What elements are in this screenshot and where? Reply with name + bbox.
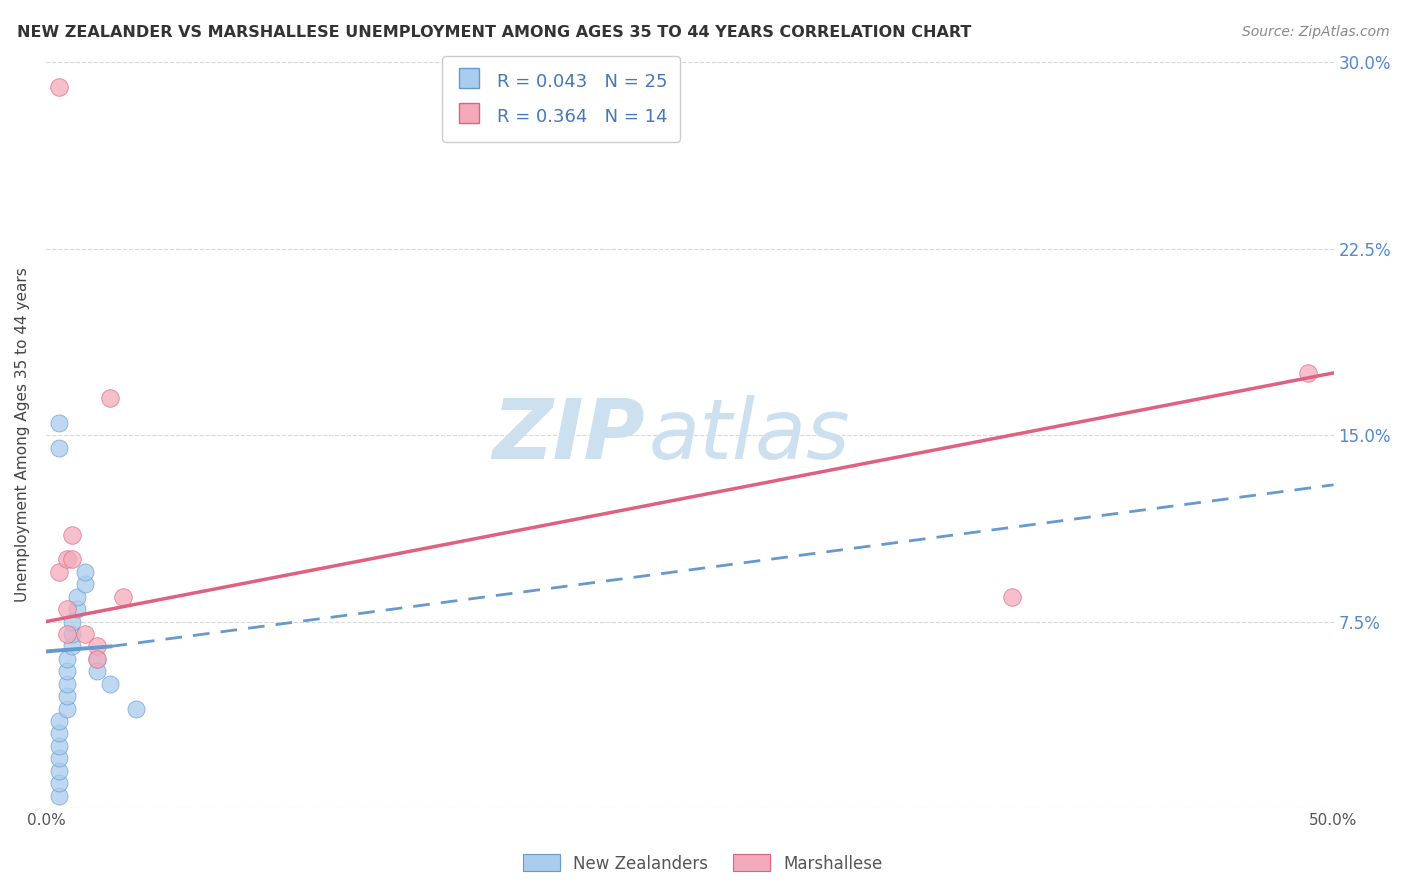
Point (86, 665, 108, 679)
Point (86, 652, 108, 666)
Point (86, 640, 108, 654)
Point (1296, 366, 1319, 380)
Point (48, 565, 70, 579)
Point (86, 652, 108, 666)
Point (48, 789, 70, 803)
Point (125, 701, 148, 715)
Point (55, 665, 77, 679)
Point (55, 677, 77, 691)
Text: atlas: atlas (648, 394, 851, 475)
Point (60, 640, 83, 654)
Point (48, 751, 70, 765)
Legend: R = 0.043   N = 25, R = 0.364   N = 14: R = 0.043 N = 25, R = 0.364 N = 14 (443, 56, 679, 142)
Point (55, 652, 77, 666)
Point (66, 602, 89, 616)
Point (55, 552, 77, 566)
Point (60, 627, 83, 641)
Point (48, 739, 70, 753)
Point (60, 615, 83, 629)
Text: NEW ZEALANDER VS MARSHALLESE UNEMPLOYMENT AMONG AGES 35 TO 44 YEARS CORRELATION : NEW ZEALANDER VS MARSHALLESE UNEMPLOYMEN… (17, 25, 972, 40)
Point (73, 577, 96, 591)
Point (48, 726, 70, 740)
Point (48, 714, 70, 728)
Point (73, 627, 96, 641)
Text: ZIP: ZIP (492, 394, 645, 475)
Point (48, 441, 70, 455)
Point (98, 677, 121, 691)
Point (112, 590, 135, 604)
Point (1001, 590, 1024, 604)
Point (55, 602, 77, 616)
Point (55, 689, 77, 703)
Point (60, 552, 83, 566)
Point (48, 776, 70, 790)
Point (98, 391, 121, 405)
Text: Source: ZipAtlas.com: Source: ZipAtlas.com (1241, 25, 1389, 39)
Point (60, 527, 83, 541)
Legend: New Zealanders, Marshallese: New Zealanders, Marshallese (517, 847, 889, 880)
Point (55, 627, 77, 641)
Point (48, 764, 70, 778)
Point (55, 701, 77, 715)
Point (73, 565, 96, 579)
Point (66, 590, 89, 604)
Point (48, 416, 70, 430)
Y-axis label: Unemployment Among Ages 35 to 44 years: Unemployment Among Ages 35 to 44 years (15, 268, 30, 602)
Point (48, 80, 70, 95)
